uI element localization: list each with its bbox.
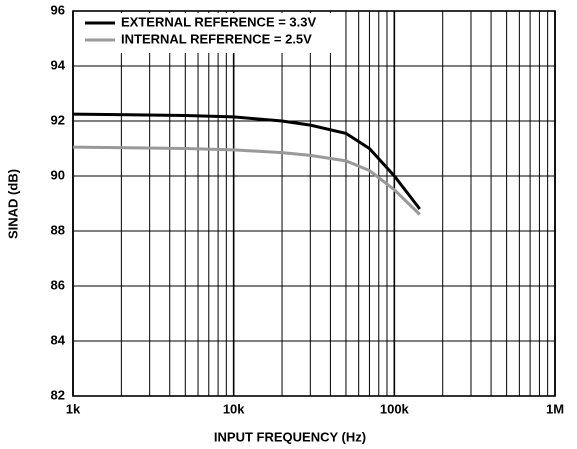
y-tick-label: 92 <box>51 112 65 127</box>
x-tick-label: 1M <box>546 401 564 416</box>
x-axis-label: INPUT FREQUENCY (Hz) <box>214 429 366 444</box>
y-axis-label: SINAD (dB) <box>5 169 20 239</box>
y-tick-label: 86 <box>51 277 65 292</box>
x-tick-label: 10k <box>223 401 245 416</box>
y-tick-label: 94 <box>51 57 66 72</box>
plot-frame <box>72 10 556 397</box>
y-tick-label: 88 <box>51 222 65 237</box>
y-tick-label: 96 <box>51 2 65 17</box>
series-line <box>72 145 421 216</box>
y-tick-label: 82 <box>51 387 65 402</box>
legend-box <box>77 13 339 53</box>
y-tick-label: 84 <box>51 332 66 347</box>
x-tick-label: 1k <box>66 401 81 416</box>
legend-label: EXTERNAL REFERENCE = 3.3V <box>121 14 317 29</box>
y-tick-label: 90 <box>51 167 65 182</box>
legend-label: INTERNAL REFERENCE = 2.5V <box>121 31 312 46</box>
series-line <box>72 112 421 210</box>
x-tick-label: 100k <box>380 401 410 416</box>
